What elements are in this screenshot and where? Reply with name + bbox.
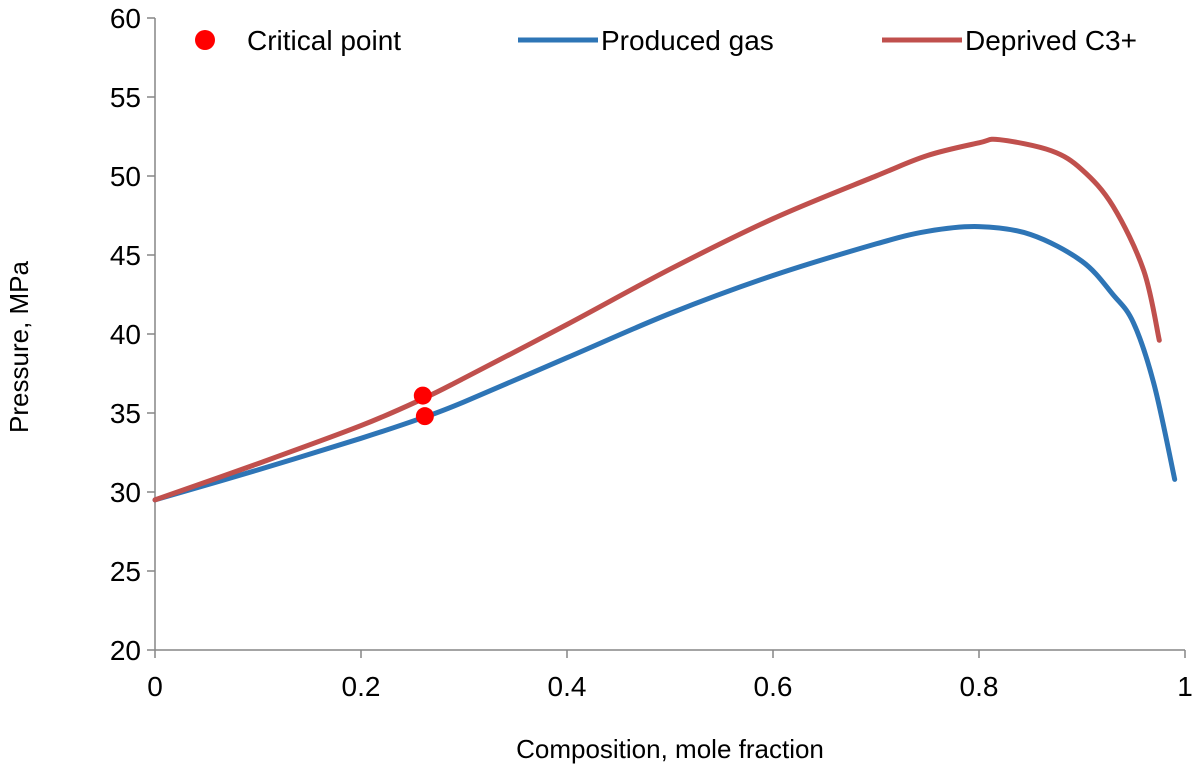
x-tick-label: 0.6 xyxy=(754,671,793,702)
x-axis-label: Composition, mole fraction xyxy=(516,734,824,764)
legend-deprived-c3-label: Deprived C3+ xyxy=(965,25,1137,56)
y-axis-label: Pressure, MPa xyxy=(4,260,34,432)
legend-critical-point-label: Critical point xyxy=(247,25,401,56)
y-tick-label: 25 xyxy=(110,556,141,587)
y-tick-label: 35 xyxy=(110,398,141,429)
y-tick-label: 30 xyxy=(110,477,141,508)
x-axis-ticks: 0 0.2 0.4 0.6 0.8 1 xyxy=(147,650,1193,702)
y-tick-label: 55 xyxy=(110,82,141,113)
y-tick-label: 50 xyxy=(110,161,141,192)
y-tick-label: 20 xyxy=(110,635,141,666)
x-tick-label: 1 xyxy=(1177,671,1193,702)
critical-point-marker xyxy=(413,386,432,405)
y-tick-label: 60 xyxy=(110,3,141,34)
series-layer xyxy=(152,136,1178,503)
deprived-c3-line xyxy=(152,136,1162,503)
critical-point-marker xyxy=(415,407,434,426)
critical-point-markers xyxy=(413,386,434,426)
x-tick-label: 0 xyxy=(147,671,163,702)
legend: Critical point Produced gas Deprived C3+ xyxy=(195,25,1137,56)
legend-critical-point-marker xyxy=(195,30,215,50)
y-tick-label: 45 xyxy=(110,240,141,271)
y-axis-ticks: 20 25 30 35 40 45 50 55 60 xyxy=(110,3,155,666)
x-tick-label: 0.8 xyxy=(960,671,999,702)
legend-produced-gas-label: Produced gas xyxy=(601,25,774,56)
x-tick-label: 0.4 xyxy=(548,671,587,702)
x-tick-label: 0.2 xyxy=(342,671,381,702)
y-tick-label: 40 xyxy=(110,319,141,350)
produced-gas-line xyxy=(152,224,1178,503)
